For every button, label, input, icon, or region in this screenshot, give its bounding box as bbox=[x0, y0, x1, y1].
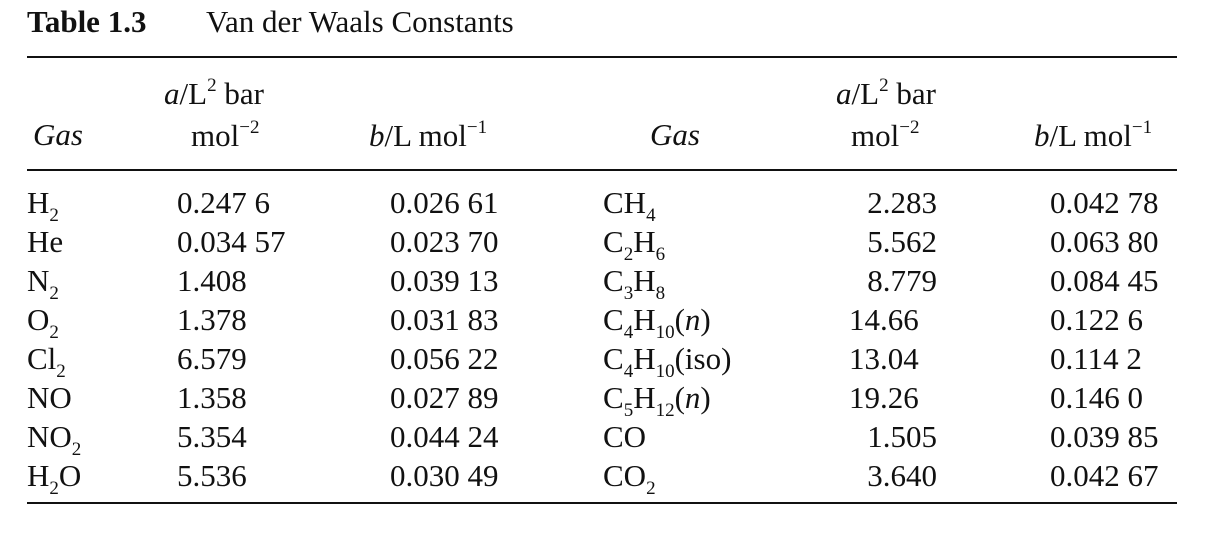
table-number: Table 1.3 bbox=[27, 4, 147, 39]
header-a-line1-left: a/L2 bar bbox=[164, 75, 264, 111]
a-value-cell: 1.358 bbox=[177, 380, 247, 415]
b-value-cell: 0.056 22 bbox=[390, 341, 499, 376]
bottom-rule bbox=[27, 502, 1177, 504]
gas-cell: CO bbox=[603, 419, 647, 454]
a-value-cell: 2.283 bbox=[867, 185, 937, 220]
a-value-cell: 8.779 bbox=[867, 263, 937, 298]
b-value-cell: 0.042 78 bbox=[1050, 185, 1159, 220]
header-a-line1-right: a/L2 bar bbox=[836, 75, 936, 111]
gas-cell: NO bbox=[27, 380, 72, 415]
gas-cell: C4H10(iso) bbox=[603, 341, 732, 382]
a-value-cell: 0.247 6 bbox=[177, 185, 270, 220]
header-rule bbox=[27, 169, 1177, 171]
gas-cell: Cl2 bbox=[27, 341, 66, 382]
b-value-cell: 0.042 67 bbox=[1050, 458, 1159, 493]
b-value-cell: 0.031 83 bbox=[390, 302, 499, 337]
gas-cell: C3H8 bbox=[603, 263, 666, 304]
a-value-cell: 1.378 bbox=[177, 302, 247, 337]
a-value-cell: 19.26 bbox=[849, 380, 919, 415]
a-value-cell: 5.354 bbox=[177, 419, 247, 454]
header-gas-right: Gas bbox=[650, 117, 700, 152]
gas-cell: H2 bbox=[27, 185, 59, 226]
a-value-cell: 3.640 bbox=[867, 458, 937, 493]
header-b-left: b/L mol−1 bbox=[369, 117, 488, 153]
b-value-cell: 0.084 45 bbox=[1050, 263, 1159, 298]
a-value-cell: 14.66 bbox=[849, 302, 919, 337]
table-title: Van der Waals Constants bbox=[206, 4, 514, 39]
header-a-line2-right: mol−2 bbox=[851, 117, 920, 153]
b-value-cell: 0.023 70 bbox=[390, 224, 499, 259]
gas-cell: NO2 bbox=[27, 419, 82, 460]
gas-cell: He bbox=[27, 224, 64, 259]
b-value-cell: 0.030 49 bbox=[390, 458, 499, 493]
header-b-right: b/L mol−1 bbox=[1034, 117, 1153, 153]
a-value-cell: 1.505 bbox=[867, 419, 937, 454]
a-value-cell: 6.579 bbox=[177, 341, 247, 376]
b-value-cell: 0.114 2 bbox=[1050, 341, 1142, 376]
header-a-line2-left: mol−2 bbox=[191, 117, 260, 153]
b-value-cell: 0.027 89 bbox=[390, 380, 499, 415]
gas-cell: N2 bbox=[27, 263, 59, 304]
gas-cell: CO2 bbox=[603, 458, 656, 499]
b-value-cell: 0.039 13 bbox=[390, 263, 499, 298]
top-rule bbox=[27, 56, 1177, 58]
gas-cell: C4H10(n) bbox=[603, 302, 711, 343]
gas-cell: O2 bbox=[27, 302, 59, 343]
a-value-cell: 13.04 bbox=[849, 341, 919, 376]
a-value-cell: 0.034 57 bbox=[177, 224, 286, 259]
b-value-cell: 0.039 85 bbox=[1050, 419, 1159, 454]
a-value-cell: 5.562 bbox=[867, 224, 937, 259]
header-gas-left: Gas bbox=[33, 117, 83, 152]
b-value-cell: 0.063 80 bbox=[1050, 224, 1159, 259]
gas-cell: C5H12(n) bbox=[603, 380, 711, 421]
gas-cell: H2O bbox=[27, 458, 82, 499]
b-value-cell: 0.044 24 bbox=[390, 419, 499, 454]
b-value-cell: 0.026 61 bbox=[390, 185, 499, 220]
b-value-cell: 0.146 0 bbox=[1050, 380, 1143, 415]
gas-cell: C2H6 bbox=[603, 224, 666, 265]
a-value-cell: 1.408 bbox=[177, 263, 247, 298]
gas-cell: CH4 bbox=[603, 185, 656, 226]
b-value-cell: 0.122 6 bbox=[1050, 302, 1143, 337]
a-value-cell: 5.536 bbox=[177, 458, 247, 493]
